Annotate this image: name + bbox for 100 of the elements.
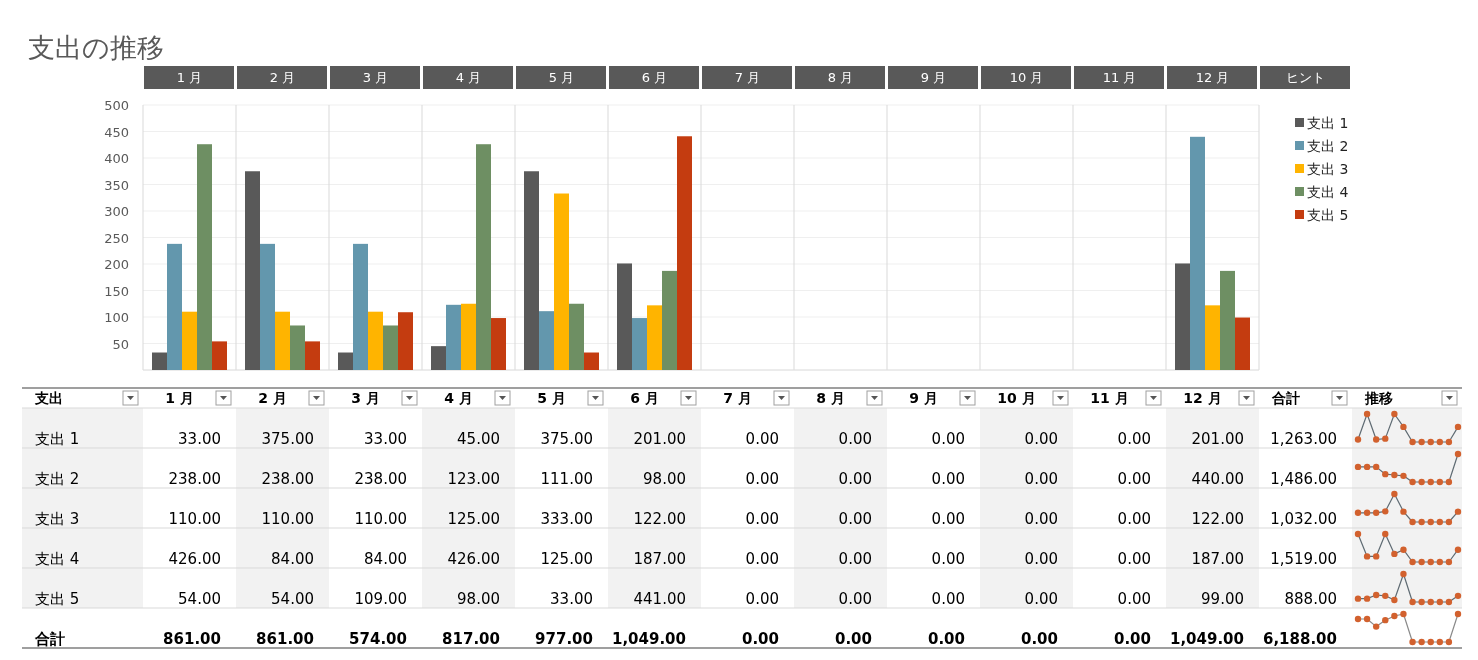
bar (647, 305, 662, 370)
text: 支出 3 (35, 510, 80, 528)
point (1354, 509, 1362, 516)
point (1418, 478, 1425, 486)
x-tick-label: 4 月 (444, 390, 473, 406)
bar (260, 243, 275, 370)
category-label: 2 月 (269, 70, 296, 85)
y-tick-label: 150 (104, 283, 129, 299)
bar (167, 243, 182, 370)
point (1454, 508, 1462, 515)
category-label: 5 月 (548, 70, 575, 85)
point (1354, 530, 1362, 538)
point (1382, 470, 1389, 478)
bar (524, 171, 539, 370)
text: 187.00 (633, 550, 686, 568)
bar (1205, 305, 1220, 370)
text: 0.00 (838, 430, 872, 448)
x-tick-label: 7 月 (723, 390, 752, 406)
text: 0.00 (741, 630, 779, 648)
text: 0.00 (1113, 630, 1151, 648)
point (1409, 598, 1416, 606)
text: ヒント (1286, 70, 1325, 85)
x-tick-label: 11 月 (1090, 390, 1129, 406)
point (1400, 546, 1407, 553)
bar (617, 263, 632, 370)
text: 推移 (1364, 390, 1393, 406)
text: 0.00 (927, 630, 965, 648)
point (1436, 518, 1444, 526)
text: 99.00 (1201, 590, 1244, 608)
text: 426.00 (168, 550, 221, 568)
point (1354, 463, 1362, 471)
point (1391, 410, 1398, 418)
point (1445, 598, 1453, 606)
point (1391, 612, 1398, 620)
bar (1175, 263, 1190, 370)
point (1427, 438, 1434, 446)
point (1382, 592, 1389, 600)
text: 支出 1 (35, 430, 80, 448)
text: 110.00 (168, 510, 221, 528)
text: 1,049.00 (1169, 630, 1244, 648)
text: 6,188.00 (1262, 630, 1337, 648)
bar (338, 352, 353, 370)
point (1382, 530, 1389, 538)
text: 0.00 (838, 550, 872, 568)
text: 187.00 (1191, 550, 1244, 568)
text: 125.00 (447, 510, 500, 528)
y-tick-label: 350 (104, 177, 129, 193)
text: 1,486.00 (1270, 470, 1337, 488)
text: 0.00 (1024, 550, 1058, 568)
category-label: 11 月 (1102, 70, 1137, 85)
text: 支出 2 (35, 470, 80, 488)
text: 0.00 (931, 550, 965, 568)
point (1372, 509, 1380, 516)
text: 861.00 (163, 630, 221, 648)
point (1436, 478, 1444, 486)
text: 238.00 (168, 470, 221, 488)
text: 201.00 (1191, 430, 1244, 448)
point (1363, 615, 1371, 623)
point (1354, 436, 1362, 443)
bar (197, 144, 212, 370)
text: 98.00 (457, 590, 500, 608)
text: 333.00 (540, 510, 593, 528)
text: 122.00 (1191, 510, 1244, 528)
text: 0.00 (745, 510, 779, 528)
text: 合計 (34, 630, 65, 648)
point (1391, 550, 1398, 558)
category-label: 6 月 (641, 70, 668, 85)
text: 33.00 (364, 430, 407, 448)
text: 0.00 (838, 470, 872, 488)
point (1372, 436, 1380, 443)
point (1400, 472, 1407, 480)
text: 110.00 (354, 510, 407, 528)
bar (584, 352, 599, 370)
bar (275, 311, 290, 370)
text: 0.00 (838, 510, 872, 528)
bar (305, 341, 320, 370)
point (1409, 518, 1416, 526)
text: 支出 (34, 390, 63, 406)
y-tick-label: 450 (104, 124, 129, 140)
x-tick-label: 9 月 (909, 390, 938, 406)
point (1427, 558, 1434, 566)
text: 110.00 (261, 510, 314, 528)
text: 0.00 (1117, 470, 1151, 488)
point (1372, 591, 1380, 599)
y-tick-label: 50 (112, 336, 129, 352)
bar (662, 270, 677, 370)
text: 0.00 (745, 550, 779, 568)
text: 125.00 (540, 550, 593, 568)
point (1418, 558, 1425, 566)
text: 0.00 (834, 630, 872, 648)
point (1382, 508, 1389, 515)
bar (1190, 136, 1205, 370)
text: 1,263.00 (1270, 430, 1337, 448)
y-tick-label: 400 (104, 151, 129, 166)
text: 0.00 (1020, 630, 1058, 648)
legend-label: 支出 3 (1307, 161, 1349, 177)
text: 238.00 (261, 470, 314, 488)
point (1354, 595, 1362, 602)
text: 861.00 (256, 630, 314, 648)
point (1436, 438, 1444, 446)
